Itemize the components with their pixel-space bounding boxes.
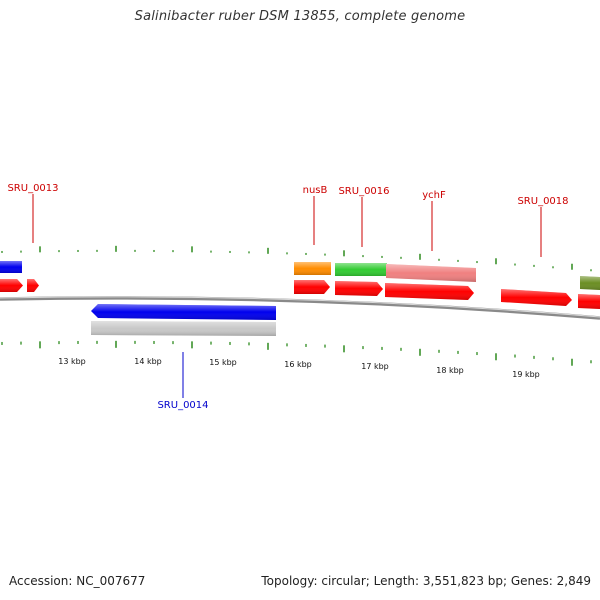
feature-blue-partial[interactable] — [0, 261, 22, 273]
feature-orange-nusb[interactable] — [294, 262, 331, 275]
scale-label-15kbp: 15 kbp — [209, 358, 237, 367]
genome-backbone — [0, 296, 600, 320]
feature-olive-partial[interactable] — [580, 276, 600, 290]
gene-label-sru-0018[interactable]: SRU_0018 — [517, 196, 568, 207]
gene-arrow-forward[interactable] — [385, 283, 474, 300]
feature-pink-ychf[interactable] — [386, 264, 476, 282]
tick-marks-bottom — [1, 340, 592, 366]
gene-label-ychf[interactable]: ychF — [422, 190, 446, 201]
gene-label-nusb[interactable]: nusB — [303, 185, 328, 196]
map-title: Salinibacter ruber DSM 13855, complete g… — [134, 9, 466, 24]
scale-label-18kbp: 18 kbp — [436, 366, 464, 375]
scale-label-19kbp: 19 kbp — [512, 370, 540, 379]
scale-label-14kbp: 14 kbp — [134, 357, 162, 366]
gene-arrow-forward[interactable] — [0, 279, 23, 292]
gene-arrow-reverse-sru-0014[interactable] — [91, 304, 276, 320]
gene-arrow-forward[interactable] — [27, 279, 39, 292]
gene-label-sru-0013[interactable]: SRU_0013 — [7, 183, 58, 194]
gene-arrow-forward[interactable] — [294, 280, 330, 294]
scale-label-17kbp: 17 kbp — [361, 362, 389, 371]
gene-arrow-forward[interactable] — [501, 289, 572, 306]
gene-arrow-forward[interactable] — [335, 281, 383, 296]
tick-marks-top — [1, 245, 592, 272]
scale-label-13kbp: 13 kbp — [58, 357, 86, 366]
gene-label-sru-0016[interactable]: SRU_0016 — [338, 186, 389, 197]
scale-label-16kbp: 16 kbp — [284, 360, 312, 369]
accession-text: Accession: NC_007677 — [9, 574, 146, 588]
genome-summary-text: Topology: circular; Length: 3,551,823 bp… — [261, 574, 591, 588]
feature-green-sru-0016[interactable] — [335, 263, 387, 276]
gene-label-sru-0014[interactable]: SRU_0014 — [157, 400, 208, 411]
gene-arrow-forward[interactable] — [578, 294, 600, 309]
feature-gray[interactable] — [91, 321, 276, 336]
